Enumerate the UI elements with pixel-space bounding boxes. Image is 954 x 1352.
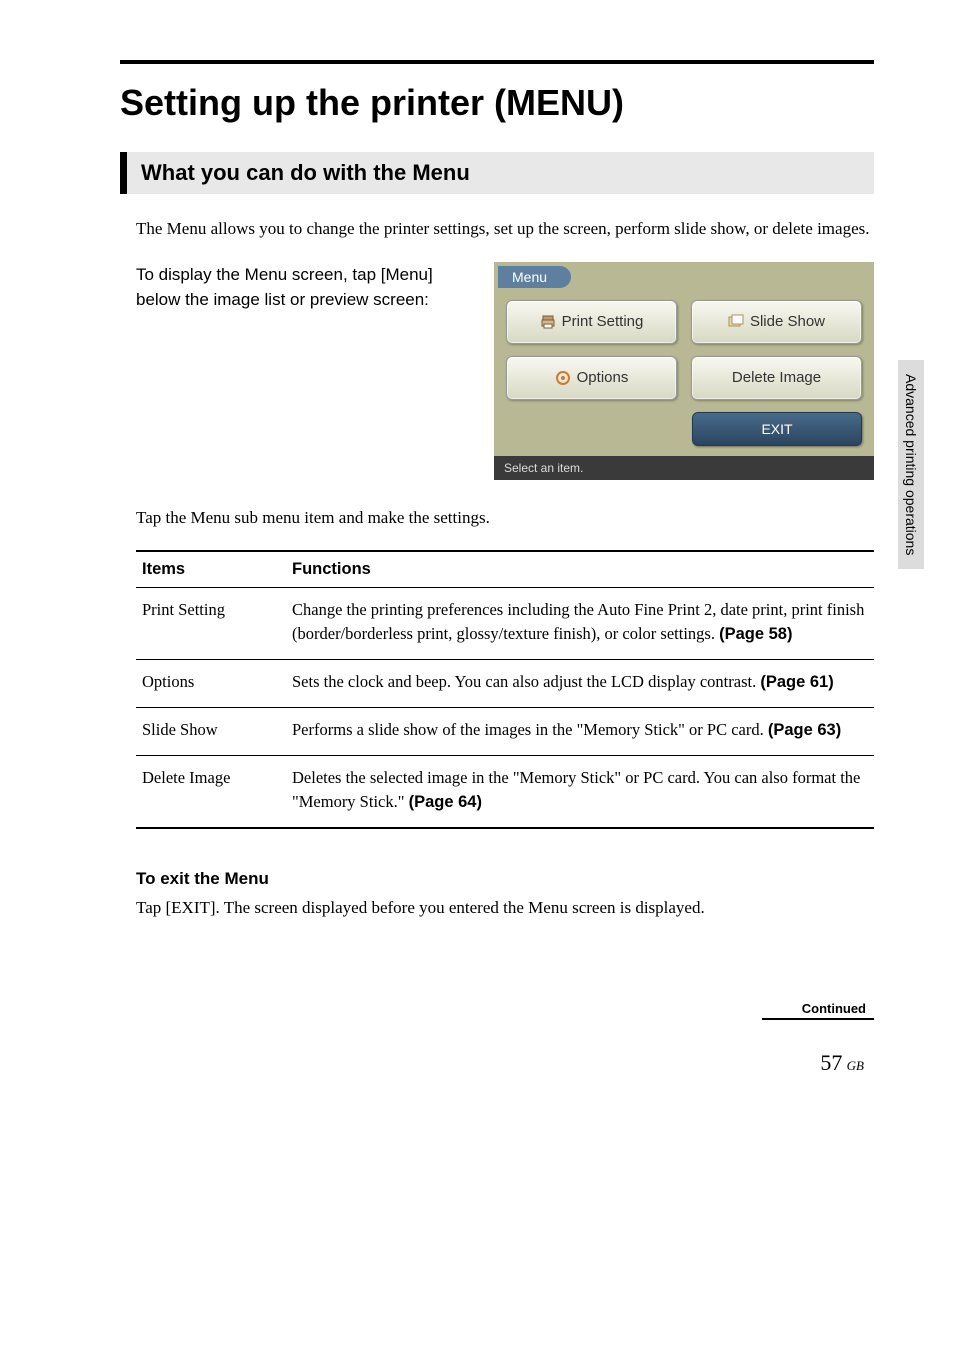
print-setting-button[interactable]: Print Setting <box>506 300 677 344</box>
print-icon <box>540 314 556 330</box>
functions-table: Items Functions Print Setting Change the… <box>136 550 874 830</box>
options-button[interactable]: Options <box>506 356 677 400</box>
menu-screenshot: Menu Print Setting Slide Show Options De… <box>494 262 874 480</box>
sub-heading-text: What you can do with the Menu <box>141 160 470 185</box>
menu-button-grid: Print Setting Slide Show Options Delete … <box>494 294 874 412</box>
exit-body: Tap [EXIT]. The screen displayed before … <box>136 895 874 921</box>
main-heading: Setting up the printer (MENU) <box>120 82 874 124</box>
slide-show-button[interactable]: Slide Show <box>691 300 862 344</box>
gear-icon <box>555 370 571 386</box>
table-row: Delete Image Deletes the selected image … <box>136 755 874 828</box>
delete-image-label: Delete Image <box>732 369 821 386</box>
table-header-row: Items Functions <box>136 551 874 588</box>
menu-caption: Tap the Menu sub menu item and make the … <box>136 508 874 528</box>
item-cell: Delete Image <box>136 755 286 828</box>
exit-heading: To exit the Menu <box>136 869 874 889</box>
func-cell: Performs a slide show of the images in t… <box>286 707 874 755</box>
menu-tab: Menu <box>498 266 571 288</box>
delete-image-button[interactable]: Delete Image <box>691 356 862 400</box>
func-cell: Sets the clock and beep. You can also ad… <box>286 660 874 708</box>
table-row: Options Sets the clock and beep. You can… <box>136 660 874 708</box>
col-items: Items <box>136 551 286 588</box>
slideshow-icon <box>728 314 744 330</box>
table-row: Print Setting Change the printing prefer… <box>136 587 874 660</box>
instruction-text: To display the Menu screen, tap [Menu] b… <box>136 262 464 313</box>
item-cell: Print Setting <box>136 587 286 660</box>
slide-show-label: Slide Show <box>750 313 825 330</box>
table-row: Slide Show Performs a slide show of the … <box>136 707 874 755</box>
func-cell: Deletes the selected image in the "Memor… <box>286 755 874 828</box>
col-functions: Functions <box>286 551 874 588</box>
options-label: Options <box>577 369 629 386</box>
print-setting-label: Print Setting <box>562 313 644 330</box>
exit-button[interactable]: EXIT <box>692 412 862 446</box>
page-number: 57 GB <box>120 1050 864 1076</box>
footer: Continued <box>136 1001 874 1020</box>
item-cell: Options <box>136 660 286 708</box>
continued-label: Continued <box>762 1001 874 1020</box>
item-cell: Slide Show <box>136 707 286 755</box>
top-rule <box>120 60 874 64</box>
sub-heading-bar: What you can do with the Menu <box>120 152 874 194</box>
exit-row: EXIT <box>494 412 874 456</box>
intro-text: The Menu allows you to change the printe… <box>136 216 874 242</box>
func-cell: Change the printing preferences includin… <box>286 587 874 660</box>
status-bar: Select an item. <box>494 456 874 480</box>
side-tab: Advanced printing operations <box>898 360 924 569</box>
instruction-row: To display the Menu screen, tap [Menu] b… <box>136 262 874 480</box>
